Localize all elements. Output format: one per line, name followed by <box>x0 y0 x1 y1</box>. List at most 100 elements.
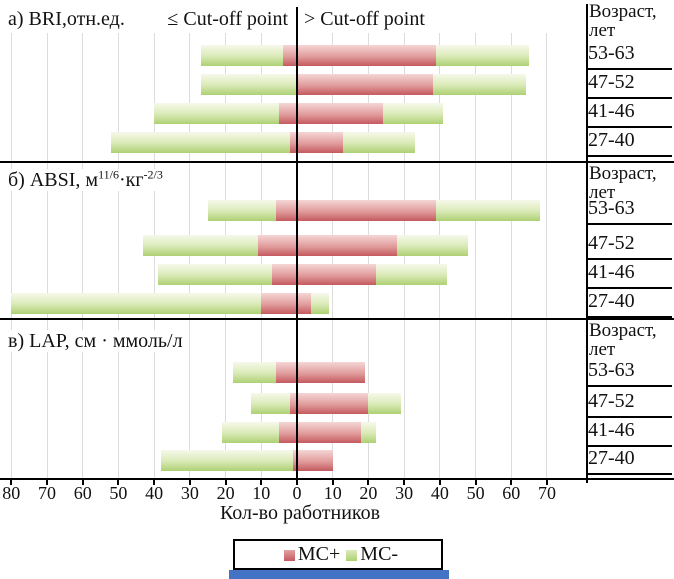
axis-tick-label: 70 <box>38 483 56 503</box>
gridline <box>475 163 477 318</box>
gridline <box>510 320 512 478</box>
gridline <box>510 163 512 318</box>
age-label: 41-46 <box>588 416 672 447</box>
axis-tick-label: 0 <box>292 483 302 503</box>
bar-segment-mc-plus-above <box>296 422 362 443</box>
bar-segment-mc-minus-above <box>343 132 415 153</box>
legend-label-mc-minus: МС- <box>360 543 399 565</box>
bar-27-40 <box>11 293 330 314</box>
gridline <box>225 320 227 478</box>
axis-tick-label: 60 <box>502 483 521 503</box>
axis-tick <box>10 480 13 485</box>
gridline <box>546 320 548 478</box>
gridline <box>117 320 119 478</box>
axis-tick-label: 50 <box>466 483 485 503</box>
bar-41-46 <box>222 422 376 443</box>
bar-segment-mc-plus-above <box>296 362 365 383</box>
bar-segment-mc-plus-below <box>275 200 297 221</box>
bar-segment-mc-minus-below <box>250 393 290 414</box>
bar-segment-mc-minus-below <box>232 362 276 383</box>
axis-tick <box>331 480 334 485</box>
gridline <box>475 33 477 161</box>
gridline <box>439 320 441 478</box>
gridline <box>153 320 155 478</box>
axis-tick <box>296 480 298 485</box>
axis-tick <box>403 480 406 485</box>
gridline <box>546 33 548 161</box>
bar-segment-mc-minus-above <box>368 393 401 414</box>
bar-53-63 <box>232 362 365 383</box>
bar-segment-mc-plus-above <box>296 74 433 95</box>
gridline <box>82 163 84 318</box>
axis-tick <box>474 480 477 485</box>
bar-segment-mc-minus-below <box>154 103 280 124</box>
axis-tick-label: 30 <box>180 483 199 503</box>
bar-segment-mc-plus-below <box>282 45 297 66</box>
gridline <box>117 33 119 161</box>
gridline <box>225 33 227 161</box>
axis-tick <box>224 480 227 485</box>
axis-tick <box>188 480 191 485</box>
panel-a-title: а) BRI,отн.ед. <box>8 8 128 30</box>
bar-53-63 <box>207 200 540 221</box>
age-label: 47-52 <box>588 229 672 260</box>
bar-segment-mc-minus-above <box>396 235 469 256</box>
legend: МС+ МС- <box>233 539 443 570</box>
bar-47-52 <box>250 393 401 414</box>
panel-title-text: б) ABSI, м <box>8 169 99 191</box>
bar-47-52 <box>200 74 526 95</box>
panel-title-text: в) LAP, см · ммоль/л <box>8 330 183 352</box>
x-axis-line <box>0 478 674 480</box>
bar-segment-mc-plus-below <box>257 235 297 256</box>
bar-segment-mc-minus-above <box>432 74 526 95</box>
bar-47-52 <box>143 235 469 256</box>
bar-segment-mc-minus-below <box>161 450 294 471</box>
bar-segment-mc-plus-below <box>271 264 297 285</box>
axis-tick <box>545 480 548 485</box>
age-label: 53-63 <box>588 194 672 225</box>
bar-segment-mc-plus-above <box>296 200 437 221</box>
bar-segment-mc-plus-above <box>296 132 344 153</box>
bar-27-40 <box>161 450 333 471</box>
axis-tick-label: 50 <box>109 483 128 503</box>
bar-27-40 <box>111 132 415 153</box>
gridline <box>403 33 405 161</box>
bar-segment-mc-minus-above <box>436 200 540 221</box>
panel-b-title: б) ABSI, м11/6·кг-2/3 <box>8 167 166 191</box>
age-label: 47-52 <box>588 68 672 99</box>
axis-tick-label: 70 <box>537 483 556 503</box>
gridline <box>82 33 84 161</box>
bar-segment-mc-minus-below <box>222 422 280 443</box>
gridline <box>475 320 477 478</box>
panel-title-superscript: 11/6 <box>98 167 119 182</box>
gridline <box>439 33 441 161</box>
legend-swatch-mc-minus <box>346 550 358 561</box>
panel-separator <box>0 318 674 320</box>
axis-tick-label: 40 <box>145 483 164 503</box>
x-axis-title: Кол-во работников <box>219 502 381 524</box>
age-label: 27-40 <box>588 444 672 475</box>
bar-segment-mc-plus-above <box>296 235 397 256</box>
bar-segment-mc-minus-above <box>311 293 330 314</box>
panel-title-superscript: -2/3 <box>143 167 163 182</box>
axis-tick-label: 10 <box>323 483 342 503</box>
age-label: 27-40 <box>588 126 672 157</box>
panel-title-text: а) BRI,отн.ед. <box>8 8 125 30</box>
axis-tick <box>153 480 156 485</box>
bar-segment-mc-minus-below <box>11 293 262 314</box>
gridline <box>332 33 334 161</box>
legend-swatch-mc-plus <box>283 550 295 561</box>
axis-tick-label: 80 <box>2 483 21 503</box>
gridline <box>10 320 12 478</box>
gridline <box>153 33 155 161</box>
gridline <box>10 33 12 161</box>
bar-segment-mc-plus-above <box>296 450 333 471</box>
age-label: 47-52 <box>588 387 672 418</box>
bar-segment-mc-plus-below <box>279 103 297 124</box>
bar-segment-mc-minus-below <box>200 74 297 95</box>
gridline <box>46 320 48 478</box>
bar-segment-mc-plus-above <box>296 45 437 66</box>
bar-segment-mc-plus-above <box>296 103 383 124</box>
age-column-border <box>586 4 588 483</box>
bar-segment-mc-minus-below <box>207 200 276 221</box>
